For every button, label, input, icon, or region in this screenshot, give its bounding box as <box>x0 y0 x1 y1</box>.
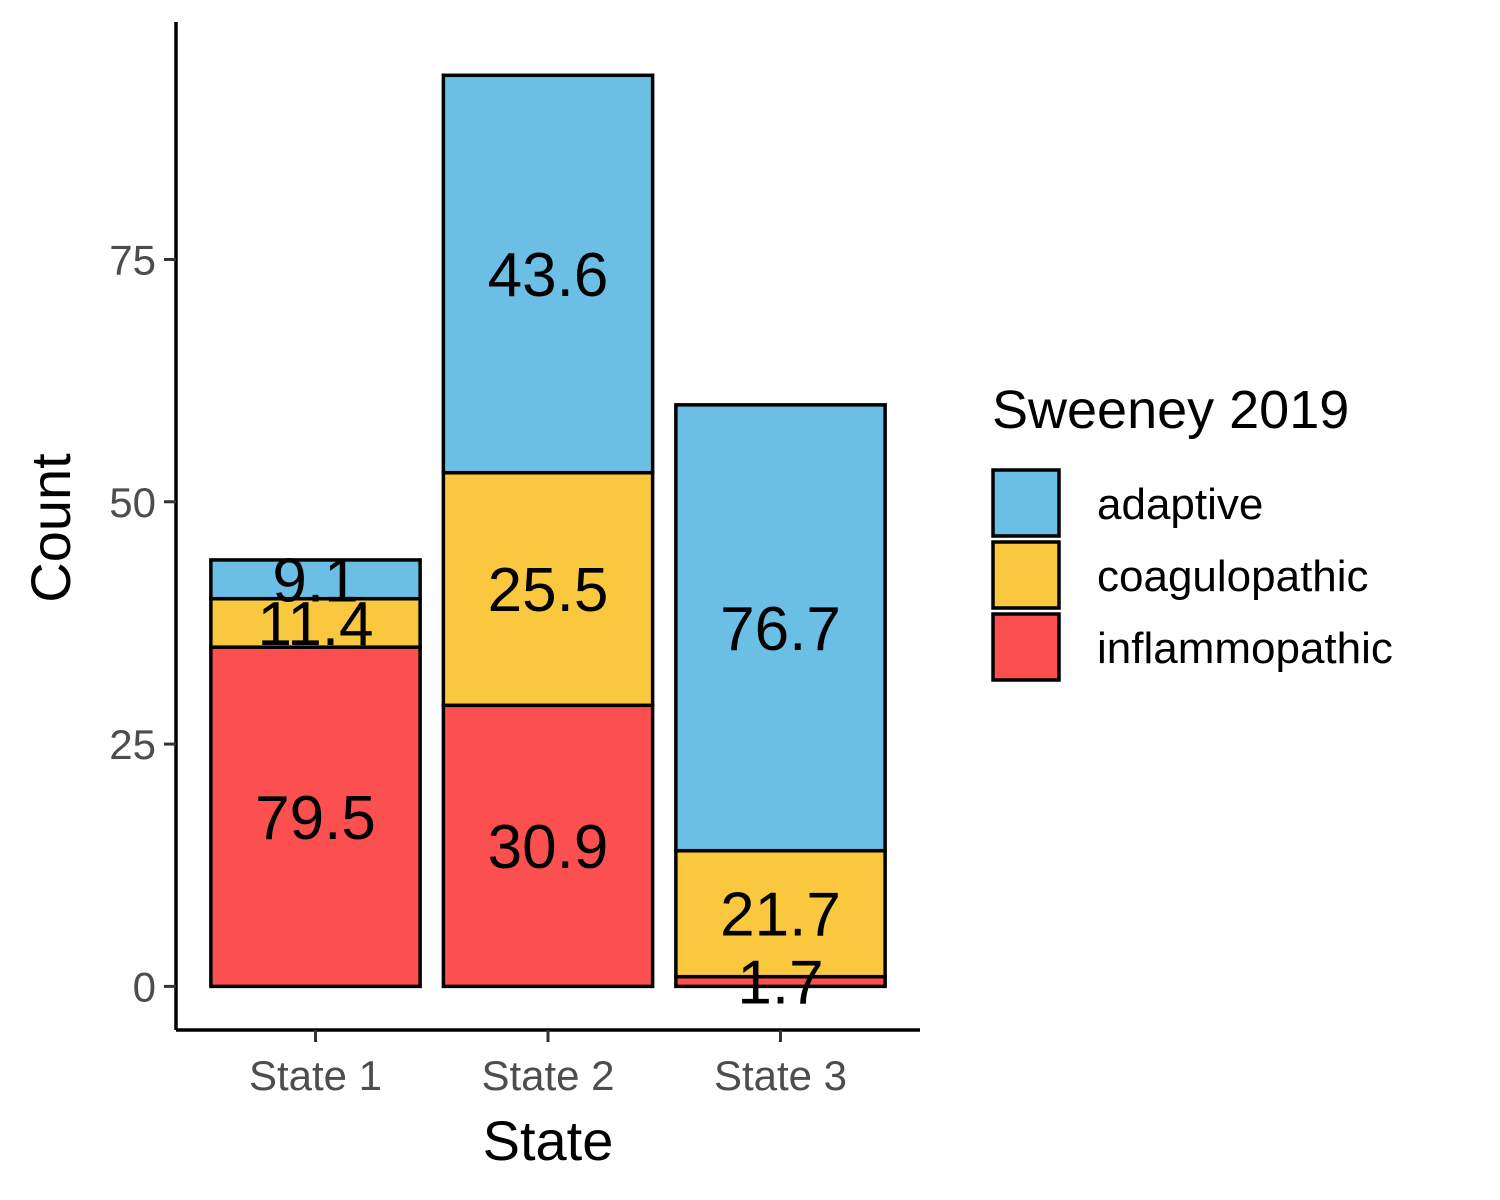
bar-labels-layer: 79.5 11.49.1 30.9 25.5 43.6 1.721.7 76.7 <box>255 241 841 1018</box>
bars-layer <box>209 73 887 989</box>
y-axis-title: Count <box>19 453 82 603</box>
legend-label-inflammopathic: inflammopathic <box>1097 624 1393 673</box>
bar-value-label-coagulopathic-1: 11.4 <box>257 590 373 659</box>
legend-key-adaptive <box>991 468 1061 538</box>
bar-value-label-coagulopathic-2: 25.5 <box>488 556 609 625</box>
x-axis-title: State <box>483 1109 614 1172</box>
bar-segment-adaptive-3 <box>674 403 887 853</box>
bar-segment-coagulopathic-2 <box>441 470 655 708</box>
bar-value-label-inflammopathic-1: 79.5 <box>255 784 376 853</box>
y-tick-label: 75 <box>109 236 156 283</box>
bar-segment-coagulopathic-1 <box>209 596 422 649</box>
y-tick-label: 50 <box>109 479 156 526</box>
bar-segment-adaptive-2 <box>441 73 655 475</box>
x-tick-label: State 1 <box>249 1052 382 1099</box>
bar-segment-inflammopathic-1 <box>209 645 422 989</box>
bar-value-label-inflammopathic-3: 1.7 <box>737 949 823 1018</box>
legend: Sweeney 2019 adaptive coagulopathic inflam… <box>991 380 1393 682</box>
bar-value-label-adaptive-2: 43.6 <box>488 241 609 310</box>
legend-label-coagulopathic: coagulopathic <box>1097 552 1369 601</box>
bar-value-label-inflammopathic-2: 30.9 <box>488 813 609 882</box>
x-tick-label: State 2 <box>481 1052 614 1099</box>
bar-value-label-adaptive-1: 9.1 <box>272 546 358 615</box>
legend-items: adaptive coagulopathic inflammopathic <box>991 468 1393 682</box>
bar-segment-coagulopathic-3 <box>674 848 887 979</box>
legend-key-inflammopathic <box>991 612 1061 682</box>
x-tick-label: State 3 <box>714 1052 847 1099</box>
legend-title: Sweeney 2019 <box>992 380 1349 440</box>
bar-segment-inflammopathic-2 <box>441 703 655 989</box>
bar-value-label-adaptive-3: 76.7 <box>720 595 841 664</box>
bar-segment-adaptive-1 <box>209 558 422 601</box>
bar-value-label-coagulopathic-3: 21.7 <box>720 881 841 950</box>
y-tick-label: 25 <box>109 721 156 768</box>
legend-label-adaptive: adaptive <box>1097 480 1263 529</box>
ticks-layer: State 1 State 2 State 3 0 25 50 75 <box>109 236 847 1099</box>
y-tick-label: 0 <box>133 963 156 1010</box>
legend-key-coagulopathic <box>991 540 1061 610</box>
